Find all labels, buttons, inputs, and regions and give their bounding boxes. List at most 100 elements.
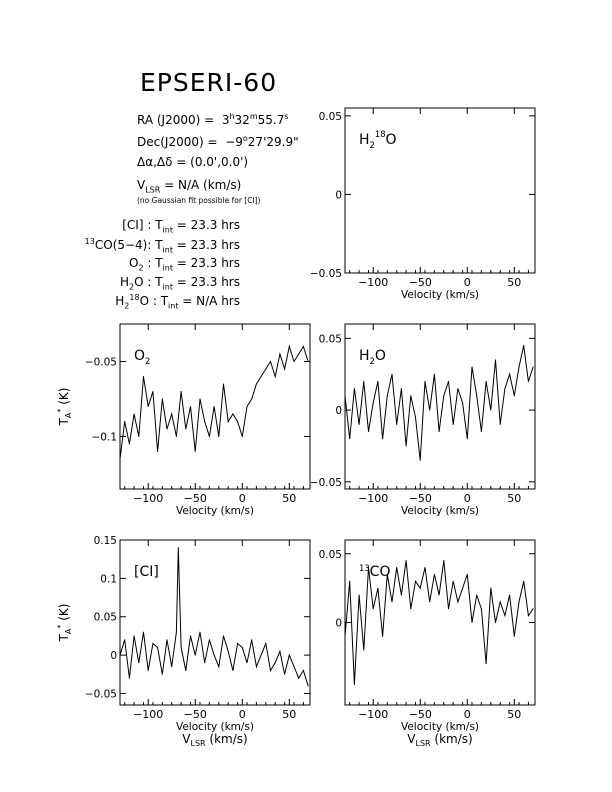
data-point [222, 635, 224, 637]
data-point [251, 639, 253, 641]
data-point [204, 662, 206, 664]
data-point [499, 423, 501, 425]
data-point [452, 423, 454, 425]
dec-line: Dec(J2000) = −9o27'29.9" [137, 134, 299, 149]
y-tick-label: 0.1 [100, 573, 117, 585]
ra-line: RA (J2000) = 3h32m55.7s [137, 112, 289, 127]
chart-ci: −100 −50 0 50 0.15 0.1 0.05 0 −0.05 Velocity (km/… [56, 535, 311, 748]
data-point [232, 413, 234, 415]
x-tick-label: −100 [358, 492, 388, 505]
tint-h218o: H218O : Tint = N/A hrs [115, 293, 240, 311]
data-point [166, 428, 168, 430]
data-point [419, 587, 421, 589]
data-point [400, 594, 402, 596]
data-point [405, 560, 407, 562]
x-tick-label: 0 [464, 708, 471, 721]
data-point [227, 421, 229, 422]
data-point [466, 573, 468, 575]
data-point [386, 395, 388, 397]
data-point [152, 643, 154, 645]
x-tick-label: 50 [507, 492, 521, 505]
data-point [344, 635, 346, 637]
data-point [410, 395, 412, 397]
data-point [415, 580, 417, 582]
data-point [232, 669, 234, 671]
data-point [424, 380, 426, 382]
y-tick-label: 0 [335, 189, 342, 201]
data-point [279, 650, 281, 652]
data-point [513, 635, 515, 637]
dec-label: Dec(J2000) = [137, 135, 218, 149]
chart-h2o: −100 −50 0 50 0.05 0 −0.05 Velocity (km/s) H2O [310, 323, 536, 517]
data-point [274, 376, 276, 377]
data-point [143, 376, 145, 377]
data-point [171, 413, 173, 415]
y-axis-label: TA* (K) [56, 604, 73, 643]
data-point [532, 608, 534, 610]
data-point [523, 580, 525, 582]
data-point [194, 654, 196, 656]
plot-frame [344, 107, 536, 274]
y-tick-label: 0.05 [319, 549, 342, 561]
data-point [260, 376, 262, 377]
tint-h2o: H2O : Tint = 23.3 hrs [119, 275, 240, 292]
page-title: EPSERI-60 [140, 68, 278, 97]
data-point [199, 631, 201, 633]
data-point [177, 547, 179, 549]
data-point [255, 383, 257, 385]
data-point [499, 601, 501, 603]
data-point [391, 373, 393, 375]
data-point [133, 413, 135, 415]
x-tick-label: −100 [358, 276, 388, 289]
data-point [307, 685, 309, 687]
data-point [307, 361, 309, 362]
data-point [147, 406, 149, 407]
data-point [222, 383, 224, 385]
data-point [518, 366, 520, 368]
data-point [358, 423, 360, 425]
data-point [293, 666, 295, 668]
data-point [298, 353, 300, 355]
data-point [443, 560, 445, 562]
data-point [457, 601, 459, 603]
data-point [368, 431, 370, 433]
data-point [138, 436, 140, 437]
x-tick-label: −50 [409, 276, 432, 289]
tint-o2: O2 : Tint = 23.3 hrs [128, 256, 240, 273]
x-tick-label: −50 [184, 708, 207, 721]
data-point [171, 666, 173, 668]
panel-label: H218O [359, 129, 397, 150]
data-point [246, 406, 248, 407]
data-point [344, 395, 346, 397]
y-tick-label: −0.05 [310, 477, 342, 489]
data-point [443, 395, 445, 397]
x-tick-label: 50 [507, 276, 521, 289]
data-point [128, 443, 130, 445]
data-point [269, 669, 271, 671]
data-point [476, 395, 478, 397]
data-point [260, 654, 262, 656]
data-point [396, 567, 398, 568]
data-point [462, 587, 464, 589]
data-point [363, 649, 365, 651]
data-point [471, 622, 473, 623]
data-point [265, 643, 267, 645]
data-point [180, 646, 182, 648]
data-point [438, 594, 440, 596]
data-point [353, 683, 355, 685]
data-point [147, 669, 149, 671]
data-point [161, 398, 163, 400]
tint-ci: [CI] : Tint = 23.3 hrs [122, 218, 240, 235]
y-tick-label: 0.15 [94, 535, 117, 547]
data-point [284, 368, 286, 370]
x-tick-label: 50 [282, 708, 296, 721]
data-point [237, 643, 239, 645]
data-point [527, 615, 529, 617]
data-point [429, 601, 431, 603]
data-point [251, 398, 253, 400]
data-point [433, 373, 435, 375]
chart-h218o: −100 −50 0 50 0.05 0 −0.05 Velocity (km/s) H218O [310, 107, 536, 301]
data-point [199, 398, 201, 400]
data-point [302, 669, 304, 671]
